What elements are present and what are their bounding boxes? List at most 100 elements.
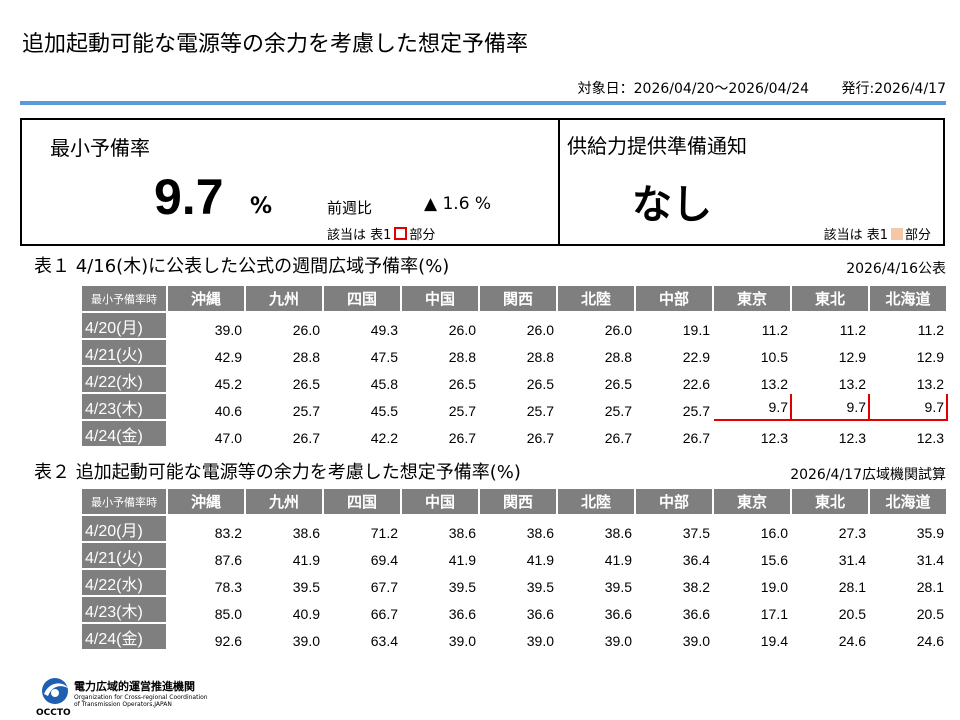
target-period: 対象日：2026/04/20～2026/04/24 bbox=[577, 81, 810, 97]
table-cell: 35.9 bbox=[868, 514, 948, 543]
table-cell: 36.4 bbox=[634, 541, 714, 570]
summary-divider bbox=[558, 120, 560, 244]
min-reserve-note: 該当は 表1 部分 bbox=[327, 224, 435, 243]
table-cell: 31.4 bbox=[868, 541, 948, 570]
table-cell: 45.5 bbox=[322, 392, 402, 421]
table-cell: 26.7 bbox=[400, 419, 480, 448]
supply-notice-label: 供給力提供準備通知 bbox=[567, 134, 747, 158]
note-prefix: 該当は 表1 bbox=[327, 228, 392, 243]
table-row: 4/24(金) 92.6 39.0 63.4 39.0 39.0 39.0 39.0 19.4 2… bbox=[80, 622, 948, 651]
min-reserve-label: 最小予備率 bbox=[50, 136, 150, 160]
table-cell: 39.5 bbox=[556, 568, 636, 597]
table-cell: 92.6 bbox=[166, 622, 246, 651]
row-date: 4/22(水) bbox=[80, 568, 168, 597]
table-cell: 20.5 bbox=[790, 595, 870, 624]
table-cell: 12.9 bbox=[868, 338, 948, 367]
table1-title: 表１ 4/16(木)に公表した公式の週間広域予備率(%) bbox=[34, 256, 450, 277]
table-cell: 42.2 bbox=[322, 419, 402, 448]
table-cell: 37.5 bbox=[634, 514, 714, 543]
table-cell: 39.0 bbox=[478, 622, 558, 651]
table-cell: 26.7 bbox=[478, 419, 558, 448]
occto-logo-icon bbox=[42, 678, 68, 704]
table-row: 4/22(水) 78.3 39.5 67.7 39.5 39.5 39.5 38.2 19.0 2… bbox=[80, 568, 948, 597]
table-cell: 69.4 bbox=[322, 541, 402, 570]
table-cell: 49.3 bbox=[322, 311, 402, 340]
table-cell: 47.0 bbox=[166, 419, 246, 448]
table-cell: 40.9 bbox=[244, 595, 324, 624]
summary-panel: 最小予備率 9.7 % 前週比 ▲ 1.6 % 該当は 表1 部分 供給力提供準備… bbox=[20, 118, 945, 246]
table-cell: 12.3 bbox=[712, 419, 792, 448]
table-cell: 27.3 bbox=[790, 514, 870, 543]
table-cell: 26.5 bbox=[478, 365, 558, 394]
column-header: 北陸 bbox=[556, 284, 636, 313]
row-date: 4/23(木) bbox=[80, 392, 168, 421]
org-abbr: OCCTO bbox=[36, 708, 71, 718]
table-cell: 26.0 bbox=[556, 311, 636, 340]
table-cell: 25.7 bbox=[634, 392, 714, 421]
min-reserve-unit: % bbox=[250, 194, 273, 219]
table-cell: 12.3 bbox=[790, 419, 870, 448]
table-cell: 13.2 bbox=[712, 365, 792, 394]
table-cell: 25.7 bbox=[400, 392, 480, 421]
column-header: 九州 bbox=[244, 284, 324, 313]
table-cell: 26.0 bbox=[478, 311, 558, 340]
table-cell: 13.2 bbox=[790, 365, 870, 394]
row-date: 4/20(月) bbox=[80, 311, 168, 340]
table-cell: 12.9 bbox=[790, 338, 870, 367]
table-cell: 13.2 bbox=[868, 365, 948, 394]
note-suffix: 部分 bbox=[409, 228, 436, 243]
table-row: 4/24(金) 47.0 26.7 42.2 26.7 26.7 26.7 26.7 12.3 1… bbox=[80, 419, 948, 448]
table-cell: 26.7 bbox=[634, 419, 714, 448]
publication-meta: 対象日：2026/04/20～2026/04/24 発行:2026/4/17 bbox=[578, 78, 946, 98]
table-cell: 16.0 bbox=[712, 514, 792, 543]
table-cell: 28.1 bbox=[868, 568, 948, 597]
table1-grid: 最小予備率時 沖縄 九州 四国 中国 関西 北陸 中部 東京 東北 北海道 4/20(月) 39.0 26… bbox=[80, 284, 948, 448]
table-cell: 28.8 bbox=[556, 338, 636, 367]
table-cell: 9.7 bbox=[790, 392, 870, 421]
table-cell: 9.7 bbox=[712, 392, 792, 421]
min-reserve-value: 9.7 bbox=[154, 169, 224, 225]
table-cell: 39.0 bbox=[166, 311, 246, 340]
table-row: 4/23(木) 40.6 25.7 45.5 25.7 25.7 25.7 25.7 9.7 9.… bbox=[80, 392, 948, 421]
column-header: 中国 bbox=[400, 487, 480, 516]
table-cell: 15.6 bbox=[712, 541, 792, 570]
table-cell: 10.5 bbox=[712, 338, 792, 367]
table-cell: 45.8 bbox=[322, 365, 402, 394]
table-cell: 28.8 bbox=[400, 338, 480, 367]
org-name-en: Organization for Cross-regional Coordina… bbox=[74, 694, 208, 708]
table-cell: 36.6 bbox=[556, 595, 636, 624]
table2: 最小予備率時 沖縄 九州 四国 中国 関西 北陸 中部 東京 東北 北海道 4/20(月) 83.2 38… bbox=[80, 487, 948, 651]
org-name-jp: 電力広域的運営推進機関 bbox=[74, 680, 195, 693]
table-cell: 26.0 bbox=[400, 311, 480, 340]
table-cell: 39.0 bbox=[244, 622, 324, 651]
row-date: 4/24(金) bbox=[80, 419, 168, 448]
table-cell: 71.2 bbox=[322, 514, 402, 543]
table-cell: 26.0 bbox=[244, 311, 324, 340]
supply-notice-note: 該当は 表1 部分 bbox=[824, 224, 931, 243]
table-row: 4/21(火) 87.6 41.9 69.4 41.9 41.9 41.9 36.4 15.6 3… bbox=[80, 541, 948, 570]
table-row: 4/23(木) 85.0 40.9 66.7 36.6 36.6 36.6 36.6 17.1 2… bbox=[80, 595, 948, 624]
table2-note: 2026/4/17広域機関試算 bbox=[790, 467, 946, 483]
column-header: 東北 bbox=[790, 487, 870, 516]
table-cell: 39.5 bbox=[244, 568, 324, 597]
table-cell: 26.5 bbox=[556, 365, 636, 394]
issued-date: 発行:2026/4/17 bbox=[841, 81, 946, 97]
table-cell: 25.7 bbox=[556, 392, 636, 421]
table-cell: 20.5 bbox=[868, 595, 948, 624]
table-cell: 47.5 bbox=[322, 338, 402, 367]
table-cell: 40.6 bbox=[166, 392, 246, 421]
table-cell: 38.6 bbox=[478, 514, 558, 543]
column-header: 関西 bbox=[478, 284, 558, 313]
corner-header: 最小予備率時 bbox=[80, 284, 168, 313]
table-cell: 78.3 bbox=[166, 568, 246, 597]
column-header: 東北 bbox=[790, 284, 870, 313]
table-cell: 12.3 bbox=[868, 419, 948, 448]
table-cell: 17.1 bbox=[712, 595, 792, 624]
table-cell: 41.9 bbox=[400, 541, 480, 570]
page-title: 追加起動可能な電源等の余力を考慮した想定予備率 bbox=[22, 32, 529, 57]
table-cell: 24.6 bbox=[790, 622, 870, 651]
row-date: 4/21(火) bbox=[80, 338, 168, 367]
table-cell: 39.5 bbox=[400, 568, 480, 597]
row-date: 4/22(水) bbox=[80, 365, 168, 394]
column-header: 北海道 bbox=[868, 284, 948, 313]
